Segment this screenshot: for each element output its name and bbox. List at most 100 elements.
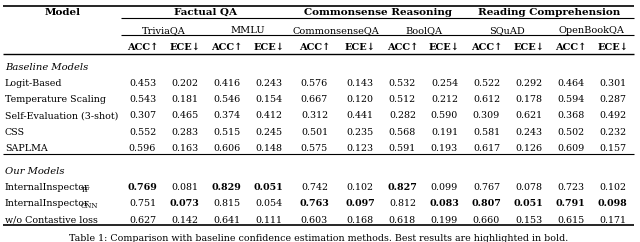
Text: 0.660: 0.660 bbox=[473, 216, 500, 225]
Text: TF: TF bbox=[81, 186, 90, 194]
Text: ECE↓: ECE↓ bbox=[513, 43, 544, 52]
Text: 0.254: 0.254 bbox=[431, 79, 458, 88]
Text: TriviaQA: TriviaQA bbox=[141, 26, 186, 35]
Text: Our Models: Our Models bbox=[5, 167, 65, 176]
Text: 0.546: 0.546 bbox=[213, 95, 240, 104]
Text: 0.301: 0.301 bbox=[599, 79, 626, 88]
Text: 0.282: 0.282 bbox=[389, 111, 416, 120]
Text: 0.827: 0.827 bbox=[387, 183, 417, 192]
Text: 0.441: 0.441 bbox=[347, 111, 374, 120]
Text: 0.723: 0.723 bbox=[557, 183, 584, 192]
Text: 0.575: 0.575 bbox=[301, 144, 328, 153]
Text: Temperature Scaling: Temperature Scaling bbox=[5, 95, 106, 104]
Text: 0.051: 0.051 bbox=[253, 183, 284, 192]
Text: 0.123: 0.123 bbox=[347, 144, 374, 153]
Text: 0.193: 0.193 bbox=[431, 144, 458, 153]
Text: 0.615: 0.615 bbox=[557, 216, 584, 225]
Text: 0.098: 0.098 bbox=[598, 199, 627, 208]
Text: InternalInspector: InternalInspector bbox=[5, 199, 90, 208]
Text: 0.596: 0.596 bbox=[129, 144, 156, 153]
Text: 0.099: 0.099 bbox=[431, 183, 458, 192]
Text: 0.191: 0.191 bbox=[431, 128, 458, 136]
Text: 0.412: 0.412 bbox=[255, 111, 282, 120]
Text: Table 1: Comparison with baseline confidence estimation methods. Best results ar: Table 1: Comparison with baseline confid… bbox=[68, 234, 568, 242]
Text: 0.617: 0.617 bbox=[473, 144, 500, 153]
Text: 0.667: 0.667 bbox=[301, 95, 328, 104]
Text: 0.791: 0.791 bbox=[556, 199, 586, 208]
Text: ECE↓: ECE↓ bbox=[429, 43, 460, 52]
Text: 0.168: 0.168 bbox=[347, 216, 374, 225]
Text: 0.621: 0.621 bbox=[515, 111, 542, 120]
Text: CommonsenseQA: CommonsenseQA bbox=[292, 26, 379, 35]
Text: 0.292: 0.292 bbox=[515, 79, 542, 88]
Text: 0.312: 0.312 bbox=[301, 111, 328, 120]
Text: 0.232: 0.232 bbox=[599, 128, 626, 136]
Text: 0.807: 0.807 bbox=[472, 199, 501, 208]
Text: 0.581: 0.581 bbox=[473, 128, 500, 136]
Text: 0.051: 0.051 bbox=[514, 199, 543, 208]
Text: 0.126: 0.126 bbox=[515, 144, 542, 153]
Text: 0.829: 0.829 bbox=[212, 183, 241, 192]
Text: 0.148: 0.148 bbox=[255, 144, 282, 153]
Text: 0.763: 0.763 bbox=[300, 199, 330, 208]
Text: 0.769: 0.769 bbox=[127, 183, 157, 192]
Text: 0.590: 0.590 bbox=[431, 111, 458, 120]
Text: ACC↑: ACC↑ bbox=[211, 43, 242, 52]
Text: 0.453: 0.453 bbox=[129, 79, 156, 88]
Text: 0.576: 0.576 bbox=[301, 79, 328, 88]
Text: 0.081: 0.081 bbox=[171, 183, 198, 192]
Text: 0.078: 0.078 bbox=[515, 183, 542, 192]
Text: 0.812: 0.812 bbox=[389, 199, 416, 208]
Text: 0.102: 0.102 bbox=[599, 183, 626, 192]
Text: 0.097: 0.097 bbox=[346, 199, 375, 208]
Text: 0.243: 0.243 bbox=[255, 79, 282, 88]
Text: 0.054: 0.054 bbox=[255, 199, 282, 208]
Text: 0.073: 0.073 bbox=[170, 199, 200, 208]
Text: 0.181: 0.181 bbox=[171, 95, 198, 104]
Text: 0.368: 0.368 bbox=[557, 111, 584, 120]
Text: ECE↓: ECE↓ bbox=[169, 43, 200, 52]
Text: MMLU: MMLU bbox=[230, 26, 265, 35]
Text: Model: Model bbox=[44, 8, 80, 17]
Text: 0.235: 0.235 bbox=[347, 128, 374, 136]
Text: 0.157: 0.157 bbox=[599, 144, 626, 153]
Text: 0.609: 0.609 bbox=[557, 144, 584, 153]
Text: 0.309: 0.309 bbox=[473, 111, 500, 120]
Text: 0.502: 0.502 bbox=[557, 128, 584, 136]
Text: 0.767: 0.767 bbox=[473, 183, 500, 192]
Text: 0.742: 0.742 bbox=[301, 183, 328, 192]
Text: 0.178: 0.178 bbox=[515, 95, 542, 104]
Text: Logit-Based: Logit-Based bbox=[5, 79, 63, 88]
Text: 0.142: 0.142 bbox=[171, 216, 198, 225]
Text: Commonsense Reasoning: Commonsense Reasoning bbox=[303, 8, 452, 17]
Text: 0.512: 0.512 bbox=[389, 95, 416, 104]
Text: 0.552: 0.552 bbox=[129, 128, 156, 136]
Text: ACC↑: ACC↑ bbox=[471, 43, 502, 52]
Text: 0.641: 0.641 bbox=[213, 216, 240, 225]
Text: CSS: CSS bbox=[5, 128, 25, 136]
Text: ECE↓: ECE↓ bbox=[253, 43, 284, 52]
Text: 0.532: 0.532 bbox=[388, 79, 416, 88]
Text: 0.522: 0.522 bbox=[473, 79, 500, 88]
Text: 0.606: 0.606 bbox=[213, 144, 240, 153]
Text: 0.307: 0.307 bbox=[129, 111, 156, 120]
Text: CNN: CNN bbox=[81, 202, 98, 210]
Text: SAPLMA: SAPLMA bbox=[5, 144, 47, 153]
Text: 0.212: 0.212 bbox=[431, 95, 458, 104]
Text: BoolQA: BoolQA bbox=[405, 26, 442, 35]
Text: 0.543: 0.543 bbox=[129, 95, 156, 104]
Text: 0.283: 0.283 bbox=[171, 128, 198, 136]
Text: ECE↓: ECE↓ bbox=[345, 43, 376, 52]
Text: 0.515: 0.515 bbox=[213, 128, 240, 136]
Text: OpenBookQA: OpenBookQA bbox=[559, 26, 625, 35]
Text: 0.501: 0.501 bbox=[301, 128, 328, 136]
Text: ACC↑: ACC↑ bbox=[555, 43, 586, 52]
Text: 0.591: 0.591 bbox=[388, 144, 416, 153]
Text: 0.594: 0.594 bbox=[557, 95, 584, 104]
Text: 0.751: 0.751 bbox=[129, 199, 156, 208]
Text: 0.153: 0.153 bbox=[515, 216, 542, 225]
Text: 0.464: 0.464 bbox=[557, 79, 584, 88]
Text: 0.245: 0.245 bbox=[255, 128, 282, 136]
Text: 0.492: 0.492 bbox=[599, 111, 626, 120]
Text: 0.102: 0.102 bbox=[347, 183, 374, 192]
